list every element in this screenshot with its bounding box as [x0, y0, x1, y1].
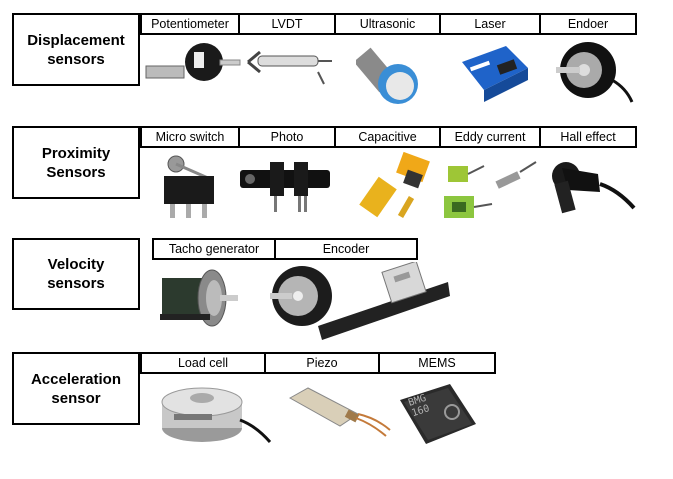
tab-mems: MEMS — [378, 352, 496, 374]
tab-hall-effect: Hall effect — [539, 126, 637, 148]
tab-micro-switch: Micro switch — [140, 126, 240, 148]
rotary-encoder-icon — [554, 40, 639, 105]
tab-ultrasonic: Ultrasonic — [334, 13, 441, 35]
tab-laser: Laser — [439, 13, 541, 35]
micro-switch-icon — [156, 154, 221, 222]
tab-piezo: Piezo — [264, 352, 380, 374]
linear-encoder-icon — [268, 262, 453, 340]
mems-chip-icon — [398, 382, 478, 448]
capacitive-sensor-icon — [357, 150, 439, 222]
tab-encoder: Encoder — [274, 238, 418, 260]
eddy-current-sensor-icon — [444, 152, 539, 224]
ultrasonic-sensor-icon — [356, 42, 426, 107]
tacho-generator-icon — [156, 264, 241, 332]
photo-interrupter-icon — [236, 160, 336, 215]
potentiometer-icon — [142, 40, 242, 85]
category-velocity: Velocity sensors — [12, 238, 140, 310]
tab-tacho-generator: Tacho generator — [152, 238, 276, 260]
tab-photo: Photo — [238, 126, 336, 148]
load-cell-icon — [160, 380, 272, 450]
laser-sensor-icon — [456, 42, 531, 104]
piezo-sensor-icon — [286, 384, 394, 444]
category-proximity: Proximity Sensors — [12, 126, 140, 199]
category-acceleration: Acceleration sensor — [12, 352, 140, 425]
category-displacement: Displacement sensors — [12, 13, 140, 86]
tab-lvdt: LVDT — [238, 13, 336, 35]
lvdt-icon — [240, 42, 335, 87]
hall-effect-sensor-icon — [548, 158, 638, 220]
tab-potentiometer: Potentiometer — [140, 13, 240, 35]
tab-eddy-current: Eddy current — [439, 126, 541, 148]
tab-endoer: Endoer — [539, 13, 637, 35]
tab-capacitive: Capacitive — [334, 126, 441, 148]
tab-load-cell: Load cell — [140, 352, 266, 374]
